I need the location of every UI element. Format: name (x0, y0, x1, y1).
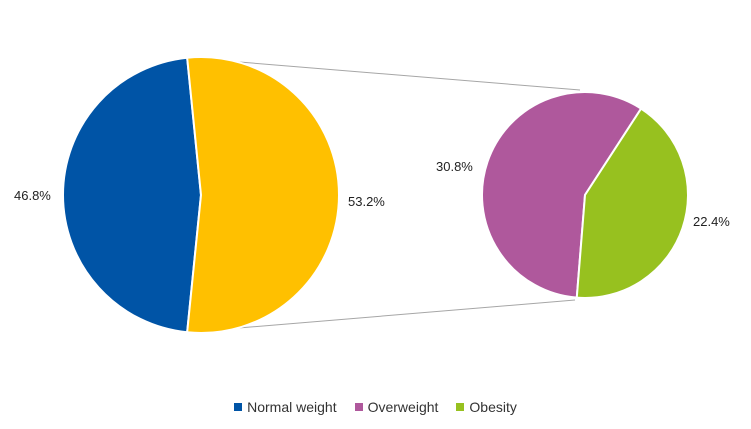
data-label-overweight: 30.8% (436, 159, 473, 174)
slice-other (186, 56, 341, 334)
legend-item-overweight: Overweight (354, 399, 439, 415)
data-label-obesity: 22.4% (693, 214, 730, 229)
legend-swatch (354, 403, 363, 411)
slice-normal-weight (62, 56, 203, 334)
legend-label: Normal weight (247, 399, 337, 415)
slice-overweight (481, 91, 643, 299)
legend-swatch (456, 403, 465, 411)
data-label-other: 53.2% (348, 194, 385, 209)
slice-obesity (575, 107, 689, 299)
connector-line-bottom (187, 299, 576, 333)
connector-line-top (187, 57, 581, 91)
legend-label: Overweight (367, 399, 439, 415)
data-label-normal-weight: 46.8% (14, 188, 51, 203)
legend-label: Obesity (469, 399, 517, 415)
legend-item-obesity: Obesity (456, 399, 517, 415)
legend-swatch (234, 403, 243, 411)
legend: Normal weight Overweight Obesity (0, 399, 751, 415)
legend-item-normal-weight: Normal weight (234, 399, 337, 415)
